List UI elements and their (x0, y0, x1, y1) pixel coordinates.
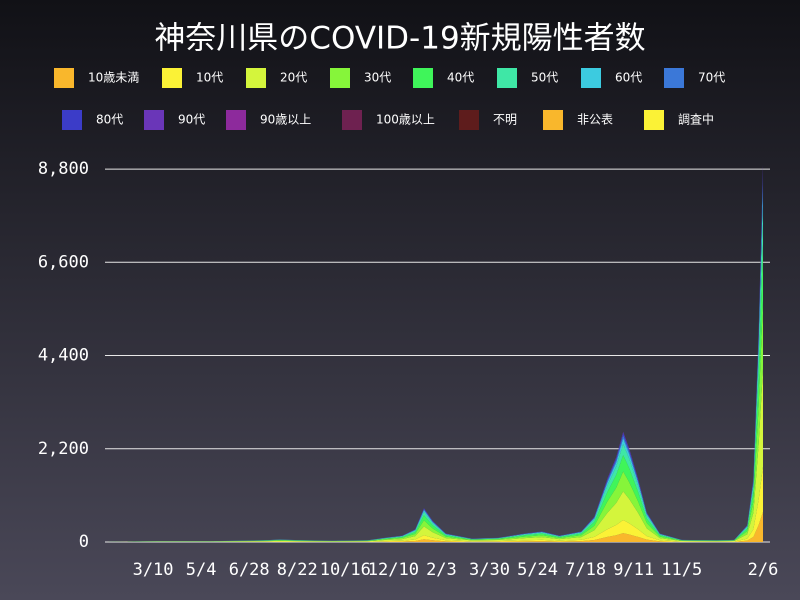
legend-label: 非公表 (577, 113, 613, 127)
legend-label: 50代 (531, 71, 558, 85)
legend-swatch (330, 68, 350, 88)
y-tick-label: 0 (79, 532, 89, 552)
legend-swatch (413, 68, 433, 88)
x-tick-label: 12/10 (368, 560, 419, 580)
x-tick-label: 8/22 (277, 560, 318, 580)
legend-swatch (664, 68, 684, 88)
legend-label: 90代 (178, 113, 205, 127)
legend-label: 90歳以上 (260, 113, 311, 127)
legend-label: 20代 (280, 71, 307, 85)
legend-label: 40代 (447, 71, 474, 85)
x-tick-label: 5/4 (186, 560, 217, 580)
legend-swatch (162, 68, 182, 88)
x-tick-label: 5/24 (517, 560, 558, 580)
legend-swatch (226, 110, 246, 130)
legend-swatch (342, 110, 362, 130)
x-tick-label: 7/18 (565, 560, 606, 580)
x-tick-label: 2/6 (748, 560, 779, 580)
legend-swatch (459, 110, 479, 130)
legend-label: 10代 (196, 71, 223, 85)
legend-label: 80代 (96, 113, 123, 127)
x-tick-label: 6/28 (229, 560, 270, 580)
legend-label: 60代 (615, 71, 642, 85)
legend-swatch (144, 110, 164, 130)
legend-label: 10歳未満 (88, 71, 139, 85)
x-tick-label: 10/16 (320, 560, 371, 580)
legend-swatch (543, 110, 563, 130)
legend-label: 30代 (364, 71, 391, 85)
y-tick-label: 2,200 (38, 439, 89, 459)
legend-label: 70代 (698, 71, 725, 85)
x-tick-label: 2/3 (426, 560, 457, 580)
legend-label: 不明 (493, 113, 517, 127)
y-tick-label: 6,600 (38, 252, 89, 272)
x-tick-label: 3/10 (133, 560, 174, 580)
chart-title: 神奈川県のCOVID-19新規陽性者数 (154, 21, 645, 57)
y-tick-label: 8,800 (38, 159, 89, 179)
legend-swatch (246, 68, 266, 88)
legend-swatch (54, 68, 74, 88)
x-tick-label: 9/11 (613, 560, 654, 580)
x-tick-label: 3/30 (469, 560, 510, 580)
y-tick-label: 4,400 (38, 346, 89, 366)
legend-label: 100歳以上 (376, 113, 435, 127)
legend-swatch (644, 110, 664, 130)
legend-swatch (62, 110, 82, 130)
legend-swatch (581, 68, 601, 88)
x-tick-label: 11/5 (661, 560, 702, 580)
legend-swatch (497, 68, 517, 88)
legend-label: 調査中 (678, 112, 714, 127)
